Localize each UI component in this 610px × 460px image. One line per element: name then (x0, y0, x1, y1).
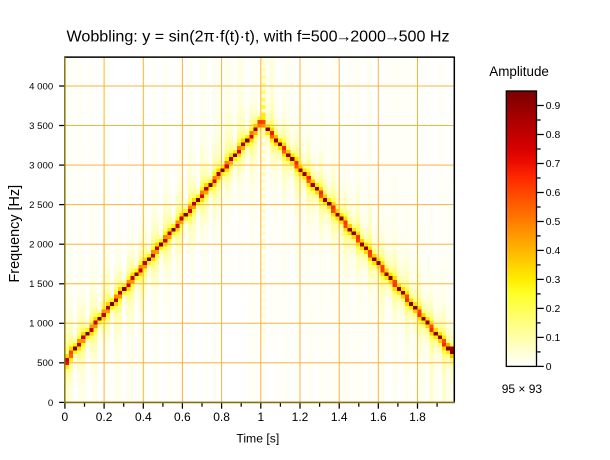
svg-text:500: 500 (37, 358, 53, 369)
svg-text:0.7: 0.7 (546, 159, 561, 170)
svg-text:2 500: 2 500 (29, 200, 53, 211)
svg-text:1.4: 1.4 (331, 410, 348, 424)
svg-text:95 × 93: 95 × 93 (502, 382, 543, 396)
svg-text:1.6: 1.6 (370, 410, 387, 424)
svg-text:0.6: 0.6 (174, 410, 191, 424)
svg-text:0.8: 0.8 (546, 130, 561, 141)
svg-text:0.6: 0.6 (546, 188, 561, 199)
svg-text:2 000: 2 000 (29, 240, 53, 251)
svg-text:0.4: 0.4 (135, 410, 152, 424)
svg-text:0.9: 0.9 (546, 101, 561, 112)
svg-text:1.2: 1.2 (292, 410, 309, 424)
svg-text:0.1: 0.1 (546, 333, 561, 344)
svg-text:0.3: 0.3 (546, 275, 561, 286)
svg-text:1 000: 1 000 (29, 319, 53, 330)
svg-text:3 500: 3 500 (29, 121, 53, 132)
svg-text:Wobbling: y = sin(2π·f(t)·t),: Wobbling: y = sin(2π·f(t)·t), with f=500… (67, 28, 450, 46)
svg-text:1 500: 1 500 (29, 279, 53, 290)
svg-text:3 000: 3 000 (29, 161, 53, 172)
svg-text:Time [s]: Time [s] (236, 432, 279, 446)
svg-text:1.8: 1.8 (409, 410, 426, 424)
svg-text:Amplitude: Amplitude (489, 64, 549, 79)
svg-text:1: 1 (257, 410, 264, 424)
svg-text:Frequency [Hz]: Frequency [Hz] (7, 185, 23, 283)
svg-text:0.2: 0.2 (96, 410, 113, 424)
svg-text:0: 0 (48, 398, 53, 409)
svg-text:0: 0 (62, 410, 69, 424)
svg-text:0.2: 0.2 (546, 304, 561, 315)
svg-text:0.5: 0.5 (546, 217, 561, 228)
svg-text:0: 0 (546, 362, 552, 373)
svg-text:0.4: 0.4 (546, 246, 561, 257)
svg-text:0.8: 0.8 (213, 410, 230, 424)
svg-text:4 000: 4 000 (29, 81, 53, 92)
